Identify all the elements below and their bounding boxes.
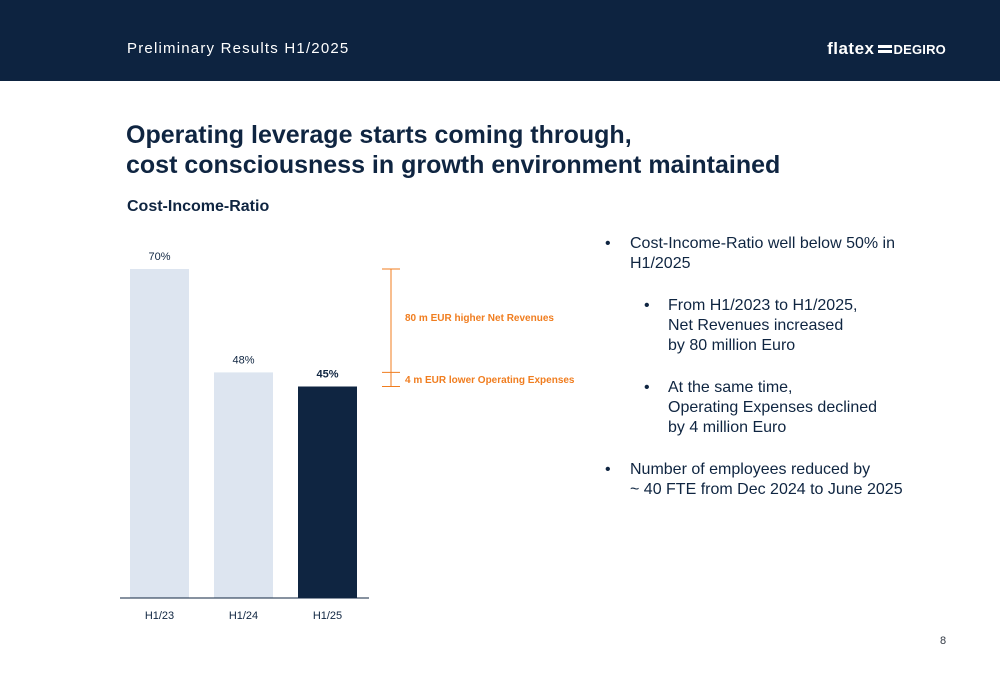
bullet-item: Cost-Income-Ratio well below 50% in H1/20… xyxy=(600,234,930,274)
logo-equals-icon xyxy=(877,44,892,54)
slide-heading-line-2: cost consciousness in growth environment… xyxy=(126,151,781,179)
x-tick-label: H1/25 xyxy=(313,610,342,622)
bullet-line: Number of employees reduced by xyxy=(630,461,871,478)
bullet-line: Net Revenues increased xyxy=(668,317,844,334)
bullet-line: by 80 million Euro xyxy=(668,337,796,354)
annotation-label: 80 m EUR higher Net Revenues xyxy=(405,313,554,324)
bullet-line: H1/2025 xyxy=(630,255,691,272)
slide-heading-line-1: Operating leverage starts coming through… xyxy=(126,121,632,149)
bullet-line: by 4 million Euro xyxy=(668,419,787,436)
bullet-item: Number of employees reduced by ~ 40 FTE f… xyxy=(600,460,930,500)
logo-text-degiro: DEGIRO xyxy=(893,41,946,57)
x-tick-label: H1/24 xyxy=(229,610,258,622)
bar-H1/24 xyxy=(214,372,273,598)
bullet-line: Operating Expenses declined xyxy=(668,399,878,416)
x-tick-label: H1/23 xyxy=(145,610,174,622)
bar-H1/23 xyxy=(130,269,189,598)
bar-value-label: 48% xyxy=(232,354,254,366)
bar-H1/25 xyxy=(298,386,357,598)
sub-bullet-item: At the same time, Operating Expenses decl… xyxy=(600,378,930,438)
bullet-line: Cost-Income-Ratio well below 50% in xyxy=(630,235,895,252)
annotation-label: 4 m EUR lower Operating Expenses xyxy=(405,375,575,386)
flatexdegiro-logo: flatex DEGIRO xyxy=(827,39,946,59)
page-number: 8 xyxy=(940,635,947,647)
header-title: Preliminary Results H1/2025 xyxy=(127,40,350,57)
bullet-line: From H1/2023 to H1/2025, xyxy=(668,297,858,314)
sub-bullet-item: From H1/2023 to H1/2025, Net Revenues inc… xyxy=(600,296,930,356)
bullet-list: Cost-Income-Ratio well below 50% in H1/20… xyxy=(600,234,930,522)
slide-heading: Operating leverage starts coming through… xyxy=(126,120,826,180)
bar-value-label: 45% xyxy=(316,369,338,381)
bullet-line: ~ 40 FTE from Dec 2024 to June 2025 xyxy=(630,481,903,498)
bar-value-label: 70% xyxy=(148,251,170,263)
bullet-line: At the same time, xyxy=(668,379,793,396)
logo-text-flatex: flatex xyxy=(827,39,875,58)
header-bar: Preliminary Results H1/2025 flatex DEGIR… xyxy=(0,0,1000,81)
chart-title: Cost-Income-Ratio xyxy=(127,198,270,215)
